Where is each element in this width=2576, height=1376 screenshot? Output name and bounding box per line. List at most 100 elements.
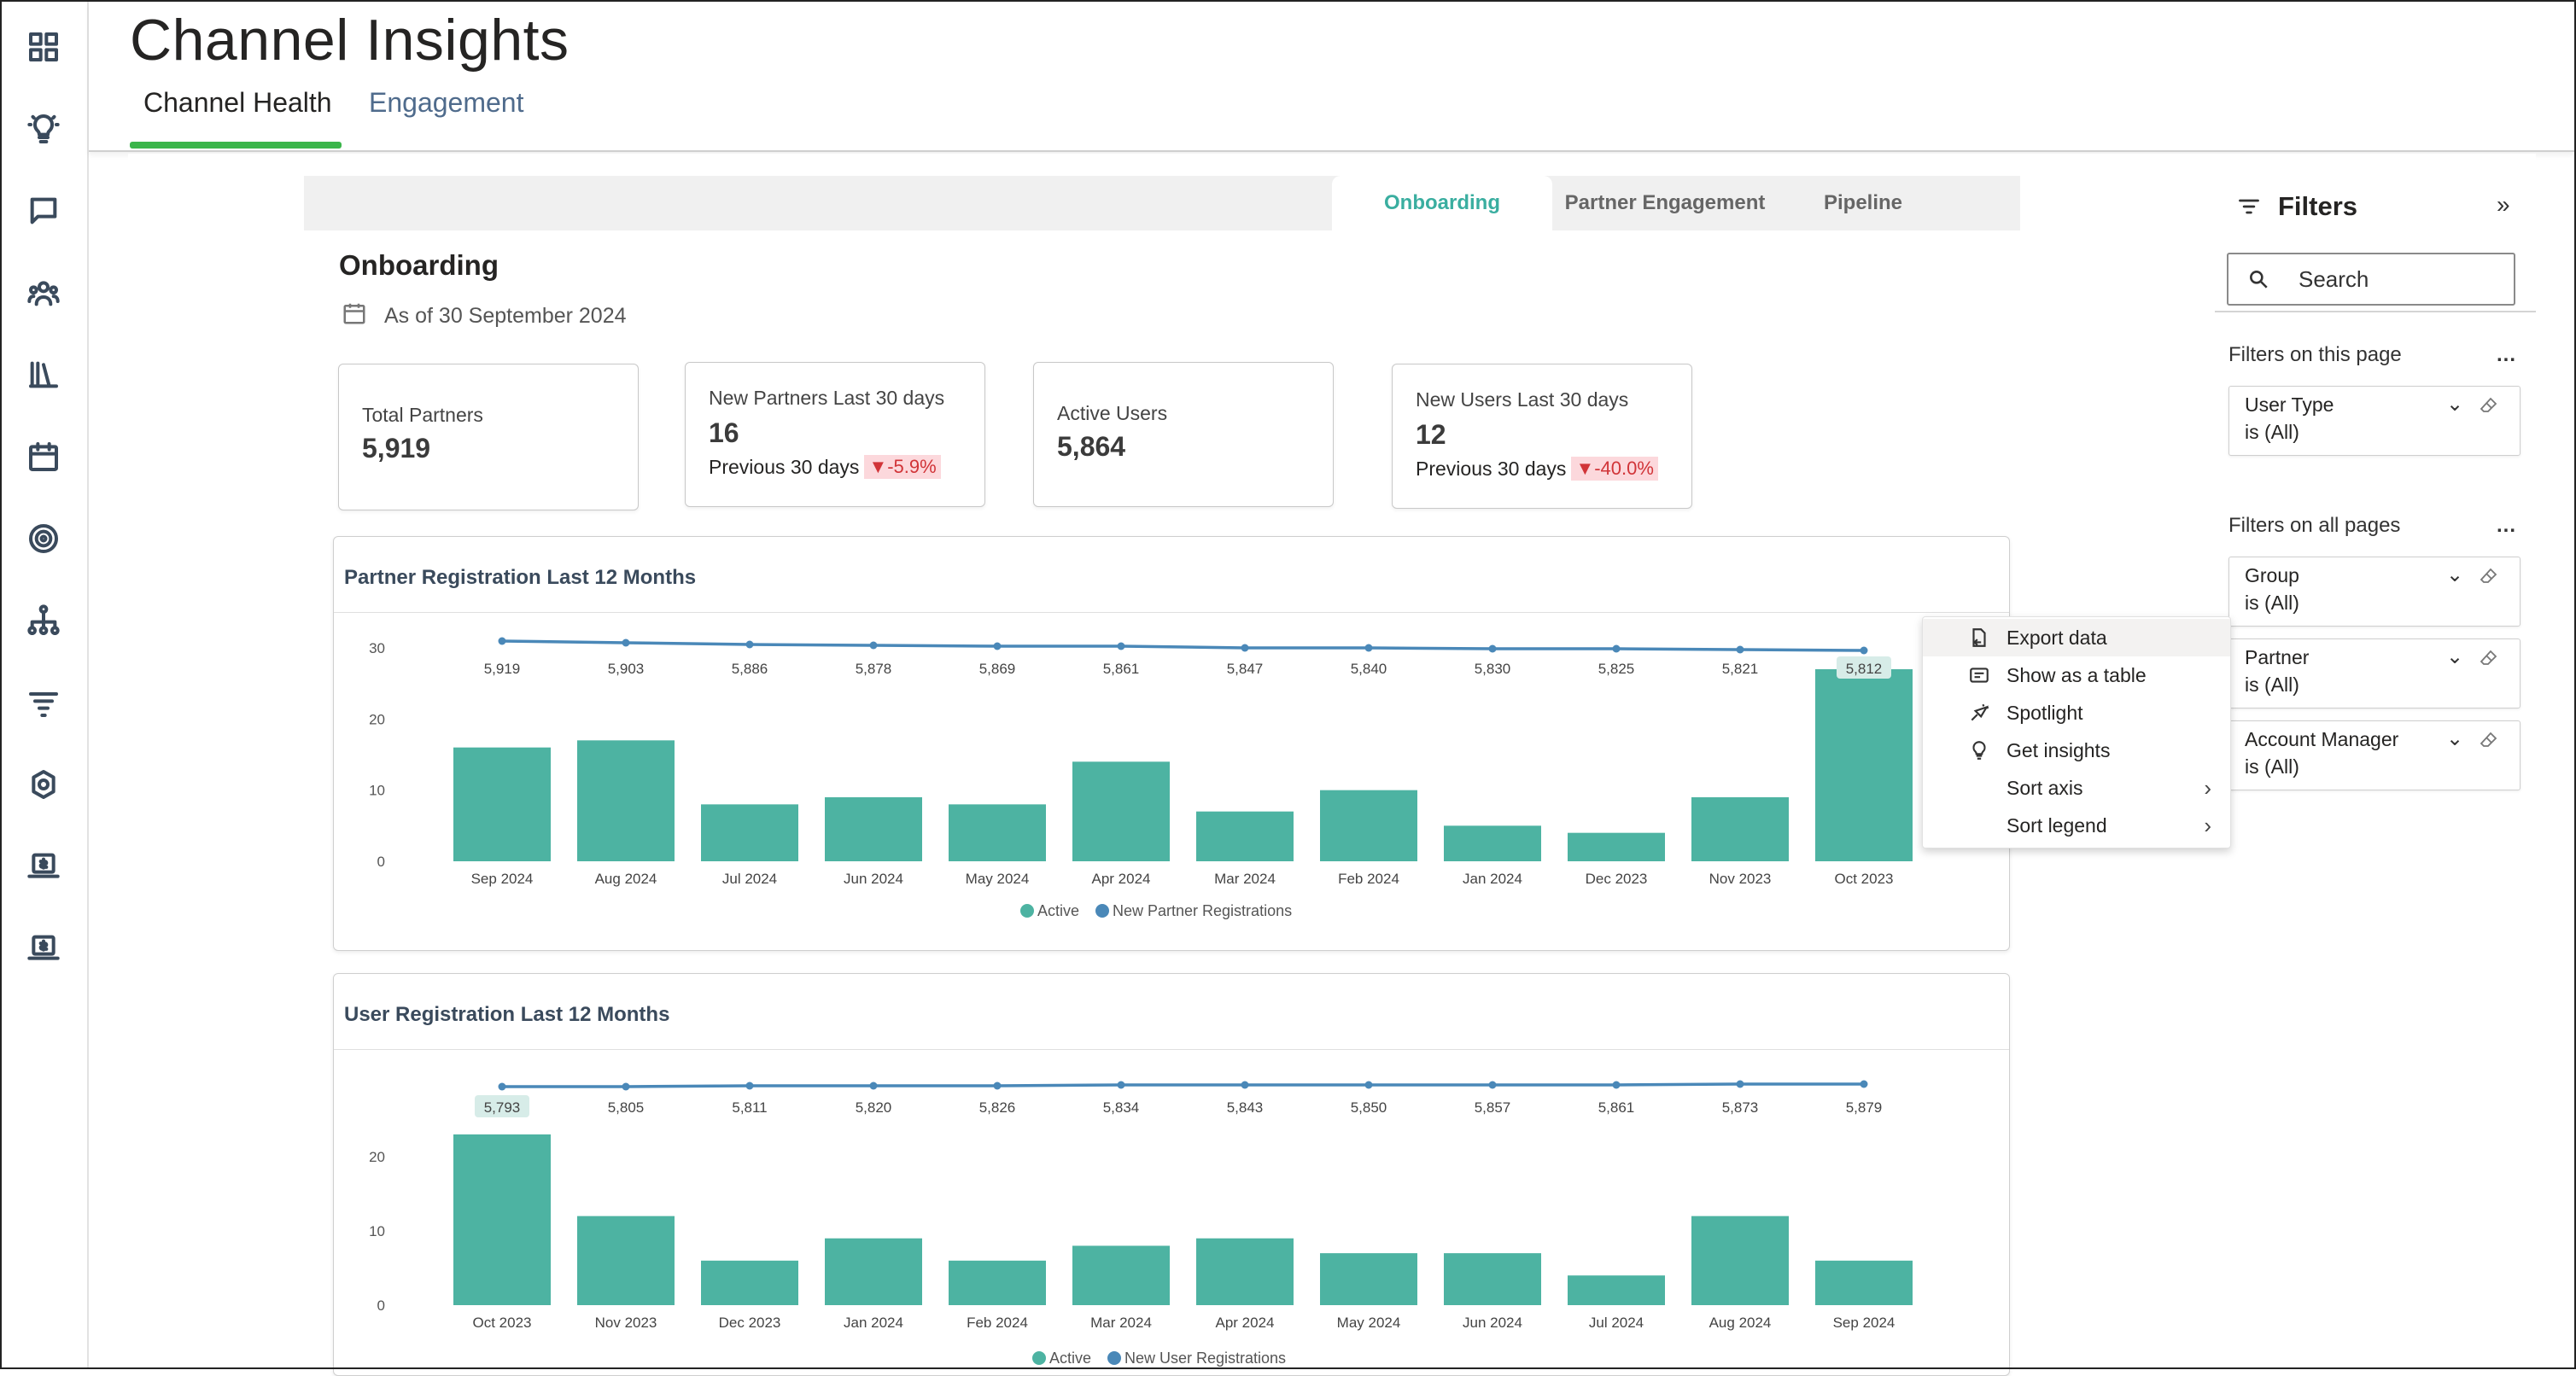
chart-line-point xyxy=(622,1082,630,1091)
eraser-icon[interactable] xyxy=(2479,566,2499,591)
chart-bar xyxy=(577,740,675,861)
chevron-down-icon[interactable]: ⌄ xyxy=(2446,645,2464,668)
kpi-delta-value: -5.9% xyxy=(887,456,937,477)
menu-spotlight[interactable]: Spotlight xyxy=(1923,694,2230,732)
x-tick-label: May 2024 xyxy=(966,871,1030,887)
chart-line-point xyxy=(1488,1081,1497,1089)
chart-line-point xyxy=(993,642,1002,650)
dashboard-icon[interactable] xyxy=(24,27,63,67)
chart-line-point xyxy=(1364,1081,1373,1089)
kpi-delta-badge: ▼-5.9% xyxy=(864,455,941,479)
filter-card-account-manager[interactable]: Account Manager is (All) ⌄ xyxy=(2228,720,2521,790)
data-label: 5,834 xyxy=(1103,1099,1140,1116)
menu-sort-legend[interactable]: Sort legend › xyxy=(1923,807,2230,844)
chart-plot: 0 10 20 30 Sep 2024 Aug 2024 Jul 2024 Jun 2024 M… xyxy=(369,637,1913,919)
chart-line-point xyxy=(1860,1080,1868,1088)
filter-name: User Type xyxy=(2245,394,2334,416)
chart-line-point xyxy=(745,640,754,649)
org-chart-icon[interactable] xyxy=(24,601,63,640)
search-icon xyxy=(2250,271,2268,289)
eraser-icon[interactable] xyxy=(2479,730,2499,755)
data-label: 5,850 xyxy=(1351,1099,1387,1116)
laptop-dollar-icon[interactable] xyxy=(24,847,63,886)
chart-bar xyxy=(1444,1253,1541,1305)
chart-line xyxy=(501,639,1865,652)
kpi-delta-value: -40.0% xyxy=(1594,458,1654,479)
chevron-down-icon[interactable]: ⌄ xyxy=(2446,393,2464,416)
menu-item-label: Spotlight xyxy=(2006,701,2083,724)
data-label: 5,857 xyxy=(1475,1099,1511,1116)
subtab-onboarding[interactable]: Onboarding xyxy=(1332,176,1552,230)
eraser-icon[interactable] xyxy=(2479,395,2499,420)
eraser-icon[interactable] xyxy=(2479,648,2499,673)
legend-label: New Partner Registrations xyxy=(1113,902,1292,919)
filter-lines-icon[interactable] xyxy=(24,683,63,722)
menu-item-label: Sort legend xyxy=(2006,813,2107,837)
table-icon xyxy=(1967,663,1991,687)
people-icon[interactable] xyxy=(24,273,63,312)
menu-sort-axis[interactable]: Sort axis › xyxy=(1923,769,2230,807)
x-tick-label: Jun 2024 xyxy=(844,871,903,887)
subtab-partner-engagement[interactable]: Partner Engagement xyxy=(1564,191,1766,214)
chart-bar xyxy=(825,1238,922,1305)
chart-line-point xyxy=(1612,1081,1621,1089)
x-tick-label: Nov 2023 xyxy=(1709,871,1772,887)
menu-export-data[interactable]: Export data xyxy=(1923,619,2230,656)
tab-engagement[interactable]: Engagement xyxy=(369,87,524,118)
target-icon[interactable] xyxy=(24,519,63,558)
settings-network-icon[interactable] xyxy=(24,765,63,804)
partner-registration-chart[interactable]: Partner Registration Last 12 Months 0 10 2… xyxy=(333,536,2010,951)
data-label: 5,840 xyxy=(1351,661,1387,677)
filter-card-group[interactable]: Group is (All) ⌄ xyxy=(2228,557,2521,627)
chart-line-point xyxy=(622,638,630,647)
chart-header: Partner Registration Last 12 Months xyxy=(334,537,2009,613)
x-tick-label: Jan 2024 xyxy=(1463,871,1522,887)
laptop-dollar-icon[interactable] xyxy=(24,929,63,968)
kpi-new-partners[interactable]: New Partners Last 30 days 16 Previous 30… xyxy=(685,362,985,507)
data-label: 5,812 xyxy=(1846,661,1883,677)
data-label-bg xyxy=(1837,656,1891,679)
filters-on-all-pages-label: Filters on all pages xyxy=(2228,514,2401,537)
tab-channel-health[interactable]: Channel Health xyxy=(143,87,332,118)
kpi-value: 5,864 xyxy=(1057,431,1126,462)
kpi-total-partners[interactable]: Total Partners 5,919 xyxy=(338,364,639,510)
chart-bar xyxy=(1320,1253,1417,1305)
data-label: 5,793 xyxy=(484,1099,521,1116)
menu-show-as-table[interactable]: Show as a table xyxy=(1923,656,2230,694)
x-tick-label: Aug 2024 xyxy=(595,871,657,887)
chevron-down-icon[interactable]: ⌄ xyxy=(2446,563,2464,586)
subtab-pipeline[interactable]: Pipeline xyxy=(1823,191,1903,214)
filters-search-input[interactable]: Search xyxy=(2227,253,2515,306)
kpi-label: Active Users xyxy=(1057,402,1168,424)
chart-line-point xyxy=(993,1082,1002,1090)
chart-line-point xyxy=(1612,644,1621,653)
data-label-bg xyxy=(475,1095,529,1117)
more-options-icon[interactable]: ... xyxy=(2497,514,2517,537)
user-registration-chart[interactable]: User Registration Last 12 Months 0 10 20 Oc… xyxy=(333,973,2010,1376)
data-label: 5,869 xyxy=(979,661,1016,677)
calendar-icon[interactable] xyxy=(24,437,63,476)
kpi-new-users[interactable]: New Users Last 30 days 12 Previous 30 da… xyxy=(1392,364,1692,509)
as-of-date: As of 30 September 2024 xyxy=(342,300,627,332)
kpi-label: New Partners Last 30 days xyxy=(709,387,945,409)
filter-card-user-type[interactable]: User Type is (All) ⌄ xyxy=(2228,386,2521,456)
kpi-active-users[interactable]: Active Users 5,864 xyxy=(1033,362,1334,507)
chat-icon[interactable] xyxy=(24,191,63,230)
x-tick-label: Jun 2024 xyxy=(1463,1315,1522,1331)
menu-get-insights[interactable]: Get insights xyxy=(1923,732,2230,769)
chart-line-point xyxy=(869,1082,878,1090)
chevron-down-icon[interactable]: ⌄ xyxy=(2446,727,2464,750)
kpi-value: 16 xyxy=(709,417,739,448)
report-subtabs: Onboarding Partner Engagement Pipeline xyxy=(304,176,2020,230)
chart-bar xyxy=(949,1260,1046,1305)
library-icon[interactable] xyxy=(24,355,63,394)
lightbulb-icon[interactable] xyxy=(24,109,63,149)
kpi-value: 12 xyxy=(1416,419,1446,450)
filter-name: Partner xyxy=(2245,646,2310,668)
filter-card-partner[interactable]: Partner is (All) ⌄ xyxy=(2228,638,2521,708)
left-nav-rail xyxy=(2,2,89,1367)
chart-plot: 0 10 20 Oct 2023 Nov 2023 Dec 2023 Jan 2024 Feb… xyxy=(369,1080,1913,1367)
more-options-icon[interactable]: ... xyxy=(2497,343,2517,366)
collapse-pane-icon[interactable]: » xyxy=(2497,191,2510,218)
page-header: Channel Insights Channel Health Engageme… xyxy=(89,2,2574,152)
